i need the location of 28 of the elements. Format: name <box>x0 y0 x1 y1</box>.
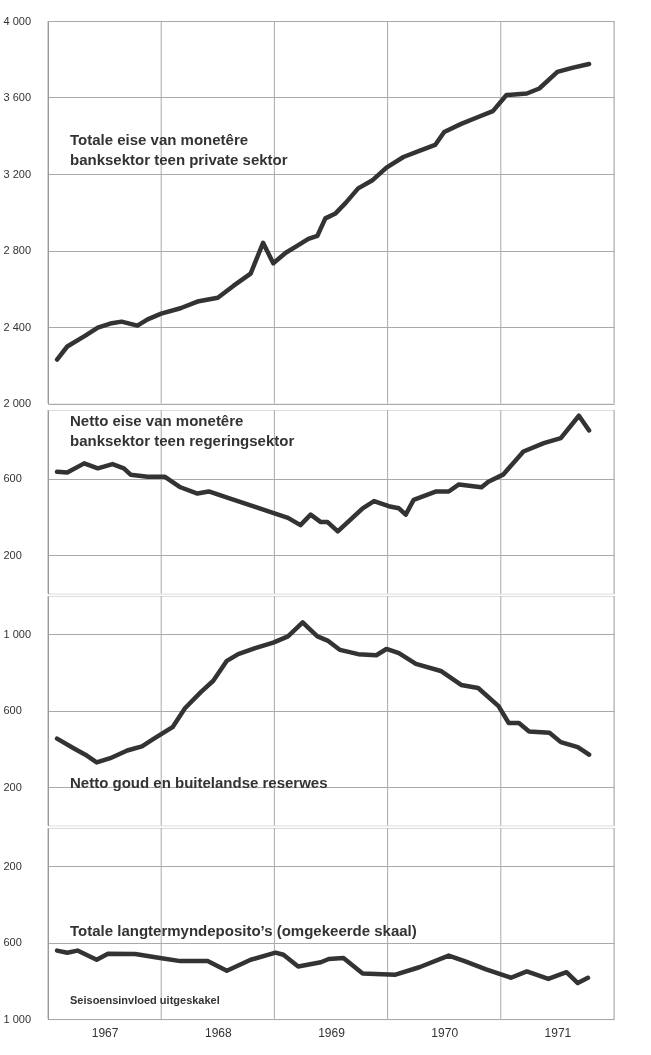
x-tick-label: 1968 <box>204 1025 232 1040</box>
series-label: Netto eise van monetêre banksektor teen regeringsektor <box>70 412 295 449</box>
y-tick-label: 600 <box>3 936 22 949</box>
y-tick-label: 2 800 <box>3 244 32 256</box>
text: Totale eise van monetêre banksektor teen private sektor <box>70 131 288 168</box>
line-series <box>54 948 591 986</box>
y-tick-label: 200 <box>3 548 22 561</box>
y-tick-label: 4 000 <box>3 14 32 27</box>
y-tick-label: 3 200 <box>3 167 32 180</box>
y-tick-label: 2 000 <box>3 397 32 409</box>
y-tick-label: 3 600 <box>3 91 32 103</box>
y-tick-label: 600 <box>3 472 22 485</box>
line-series <box>54 413 592 534</box>
x-tick-label: 1969 <box>318 1025 346 1040</box>
y-tick-label: 1 000 <box>3 1012 32 1025</box>
x-tick-label: 1970 <box>431 1025 459 1040</box>
x-tick-label: 1967 <box>91 1025 119 1040</box>
y-tick-label: 200 <box>3 859 22 872</box>
annotation: Seisoensinvloed uitgeskakel <box>70 994 220 1006</box>
series-label: Netto goud en buitelandse reserwes <box>70 774 328 791</box>
series-label: Totale langtermyndeposito’s (omgekeerde skaal) <box>70 922 417 939</box>
y-tick-label: 200 <box>3 780 22 793</box>
y-tick-label: 600 <box>3 704 22 717</box>
line-series <box>54 620 592 765</box>
line-series <box>54 61 592 362</box>
y-tick-label: 2 400 <box>3 320 32 333</box>
y-tick-label: 1 000 <box>3 627 32 640</box>
x-tick-label: 1971 <box>544 1025 572 1040</box>
